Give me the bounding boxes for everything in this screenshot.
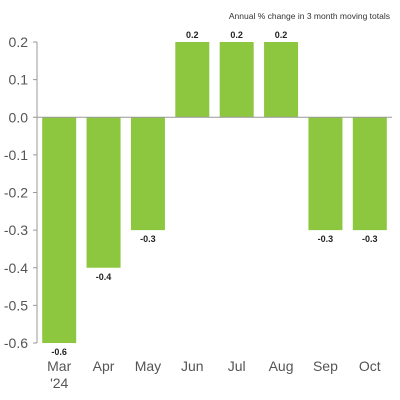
bar (219, 42, 254, 118)
y-tick-label: -0.5 (4, 297, 28, 313)
x-tick-label: Mar '24 (47, 358, 71, 391)
data-label: 0.2 (186, 30, 199, 40)
x-axis-ticks: Mar '24 Apr May Jun Jul Aug Sep Oct (47, 358, 381, 391)
y-tick-label: -0.6 (4, 335, 28, 351)
bar (264, 42, 299, 118)
data-label: -0.3 (362, 234, 378, 244)
y-tick-label: 0.0 (9, 109, 29, 125)
bar (175, 42, 210, 118)
bar (352, 117, 387, 231)
data-label: -0.6 (51, 347, 67, 357)
data-label: 0.2 (230, 30, 243, 40)
bar (86, 117, 121, 268)
y-tick-label: 0.1 (9, 72, 29, 88)
x-tick-label: Oct (359, 358, 381, 374)
bar (130, 117, 165, 231)
chart-subtitle: Annual % change in 3 month moving totals (229, 11, 390, 21)
x-tick-label: Jul (228, 358, 246, 374)
bar (42, 117, 77, 343)
x-tick-label: Sep (313, 358, 338, 374)
y-tick-label: -0.3 (4, 222, 28, 238)
x-tick-label: Aug (269, 358, 294, 374)
bars (42, 42, 387, 343)
y-tick-label: -0.4 (4, 260, 28, 276)
y-tick-label: -0.2 (4, 185, 28, 201)
data-label: -0.3 (318, 234, 334, 244)
y-axis-ticks: 0.2 0.1 0.0 -0.1 -0.2 -0.3 -0.4 -0.5 -0.6 (4, 34, 37, 351)
data-label: -0.3 (140, 234, 156, 244)
data-label: 0.2 (275, 30, 288, 40)
x-tick-label: May (135, 358, 161, 374)
data-labels: -0.6 -0.4 -0.3 0.2 0.2 0.2 -0.3 -0.3 (51, 30, 377, 357)
y-tick-label: -0.1 (4, 147, 28, 163)
data-label: -0.4 (96, 272, 112, 282)
bar (308, 117, 343, 231)
x-tick-label: Apr (93, 358, 115, 374)
x-tick-label: Jun (181, 358, 204, 374)
y-tick-label: 0.2 (9, 34, 29, 50)
